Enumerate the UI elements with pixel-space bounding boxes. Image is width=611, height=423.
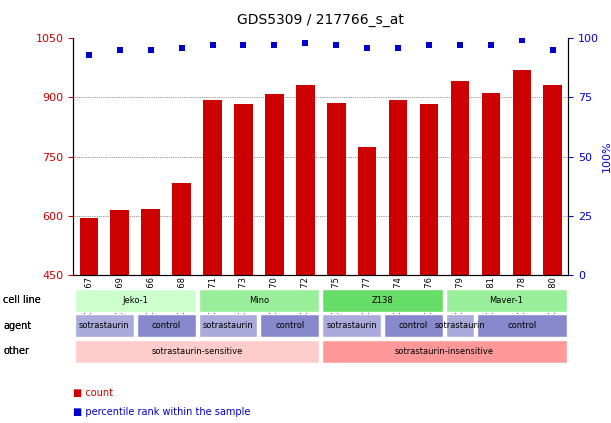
Text: control: control	[275, 321, 304, 330]
FancyBboxPatch shape	[199, 314, 257, 337]
Point	[548, 47, 558, 53]
FancyBboxPatch shape	[75, 340, 319, 363]
Point	[238, 42, 248, 49]
Text: cell line: cell line	[3, 295, 41, 305]
Bar	[141, 209, 160, 275]
Bar	[296, 85, 315, 275]
Bar	[544, 85, 562, 275]
FancyBboxPatch shape	[446, 289, 566, 312]
Text: Z138: Z138	[371, 296, 393, 305]
FancyBboxPatch shape	[446, 314, 474, 337]
Bar	[111, 210, 129, 275]
Bar	[451, 82, 469, 275]
Point	[146, 47, 156, 53]
FancyBboxPatch shape	[75, 314, 134, 337]
Text: ■ count: ■ count	[73, 387, 113, 398]
Point	[115, 47, 125, 53]
Bar	[172, 183, 191, 275]
Text: control: control	[507, 321, 536, 330]
FancyBboxPatch shape	[477, 314, 566, 337]
Text: agent: agent	[3, 321, 31, 331]
FancyBboxPatch shape	[384, 314, 443, 337]
FancyBboxPatch shape	[75, 289, 196, 312]
Bar	[420, 104, 438, 275]
Point	[208, 42, 218, 49]
Point	[269, 42, 279, 49]
Point	[455, 42, 465, 49]
Point	[424, 42, 434, 49]
Point	[486, 42, 496, 49]
Text: sotrastaurin: sotrastaurin	[434, 321, 485, 330]
FancyBboxPatch shape	[323, 314, 381, 337]
Bar	[203, 100, 222, 275]
Point	[84, 51, 93, 58]
Y-axis label: 100%: 100%	[602, 141, 611, 172]
Text: sotrastaurin-sensitive: sotrastaurin-sensitive	[152, 346, 243, 356]
Bar	[265, 94, 284, 275]
Bar	[513, 70, 531, 275]
Point	[362, 44, 372, 51]
Text: Jeko-1: Jeko-1	[122, 296, 148, 305]
Text: GDS5309 / 217766_s_at: GDS5309 / 217766_s_at	[237, 13, 404, 27]
Text: sotrastaurin: sotrastaurin	[326, 321, 377, 330]
Point	[393, 44, 403, 51]
Text: sotrastaurin-insensitive: sotrastaurin-insensitive	[395, 346, 494, 356]
Bar	[481, 93, 500, 275]
FancyBboxPatch shape	[260, 314, 319, 337]
Text: control: control	[152, 321, 181, 330]
Text: ■ percentile rank within the sample: ■ percentile rank within the sample	[73, 407, 251, 417]
Text: Maver-1: Maver-1	[489, 296, 523, 305]
Text: sotrastaurin: sotrastaurin	[203, 321, 254, 330]
Text: control: control	[399, 321, 428, 330]
Text: other: other	[3, 346, 29, 356]
Text: other: other	[3, 346, 29, 356]
Bar	[389, 100, 408, 275]
Point	[331, 42, 341, 49]
Point	[177, 44, 186, 51]
Point	[301, 39, 310, 46]
FancyBboxPatch shape	[323, 340, 566, 363]
Bar	[358, 147, 376, 275]
FancyBboxPatch shape	[137, 314, 196, 337]
Text: agent: agent	[3, 321, 31, 331]
Bar	[234, 104, 253, 275]
Text: cell line: cell line	[3, 295, 41, 305]
Point	[517, 37, 527, 44]
FancyBboxPatch shape	[199, 289, 319, 312]
Text: Mino: Mino	[249, 296, 269, 305]
Bar	[327, 103, 346, 275]
FancyBboxPatch shape	[323, 289, 443, 312]
Text: sotrastaurin: sotrastaurin	[79, 321, 130, 330]
Bar	[79, 219, 98, 275]
